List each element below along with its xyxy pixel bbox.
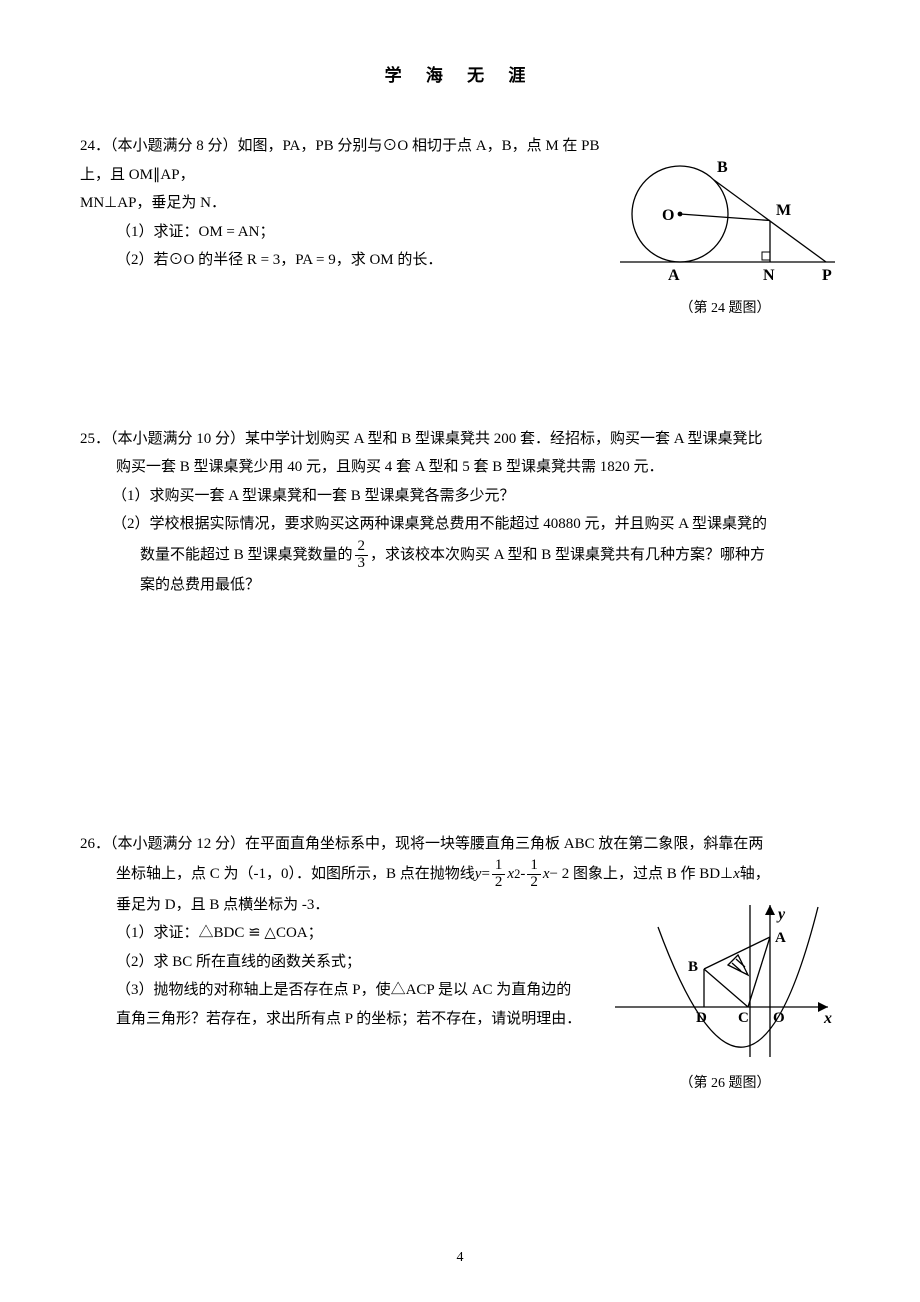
p26-stem-b-pre: 坐标轴上，点 C 为（-1，0）．如图所示，B 点在抛物线 (116, 860, 475, 889)
p25-stem: （本小题满分 10 分）某中学计划购买 A 型和 B 型课桌凳共 200 套．经… (110, 431, 763, 447)
label-A: A (668, 267, 680, 284)
label-P: P (822, 267, 832, 284)
p26-formula-x: x (543, 860, 550, 889)
problem-24: O A B M N P （第 24 题图） 24．（本小题满分 8 分）如图，P… (80, 132, 840, 323)
p26-frac1-num: 1 (492, 858, 506, 875)
label-O26: O (773, 1010, 785, 1026)
p26-frac2: 12 (527, 858, 541, 891)
p26-frac2-num: 1 (527, 858, 541, 875)
problem-25: 25．（本小题满分 10 分）某中学计划购买 A 型和 B 型课桌凳共 200 … (80, 425, 840, 600)
label-A26: A (775, 930, 786, 946)
p25-stem-l2: 购买一套 B 型课桌凳少用 40 元，且购买 4 套 A 型和 5 套 B 型课… (116, 453, 840, 482)
p26-formula-minus: - (520, 860, 525, 889)
page-number: 4 (0, 1245, 920, 1272)
problem-26: 26．（本小题满分 12 分）在平面直角坐标系中，现将一块等腰直角三角板 ABC… (80, 830, 840, 1098)
figure-24-svg: O A B M N P (610, 152, 840, 292)
p25-q1: （1）求购买一套 A 型课桌凳和一套 B 型课桌凳各需多少元？ (112, 482, 840, 511)
p26-number: 26． (80, 836, 110, 852)
page-header: 学 海 无 涯 (80, 60, 840, 92)
p26-formula-xaxis: x (733, 860, 740, 889)
p25-frac: 23 (355, 539, 369, 572)
p25-frac-den: 3 (355, 556, 369, 572)
p24-stem: （本小题满分 8 分）如图，PA，PB 分别与⊙O 相切于点 A，B，点 M 在… (80, 138, 600, 183)
label-y: y (776, 906, 786, 923)
p26-stem-b: 坐标轴上，点 C 为（-1，0）．如图所示，B 点在抛物线 y = 12 x2 … (116, 858, 840, 891)
label-D26: D (696, 1010, 707, 1026)
p26-formula-tail: − 2 图象上，过点 B 作 BD⊥ (550, 860, 734, 889)
figure-24-wrap: O A B M N P （第 24 题图） (610, 152, 840, 323)
figure-26-caption: （第 26 题图） (610, 1071, 840, 1098)
p26-frac1: 12 (492, 858, 506, 891)
p25-q2c: 案的总费用最低？ (112, 571, 840, 600)
p26-formula-x2: x (507, 860, 514, 889)
p25-number: 25． (80, 431, 110, 447)
label-M: M (776, 202, 791, 219)
label-B26: B (688, 959, 698, 975)
label-x: x (823, 1010, 832, 1027)
label-C26: C (738, 1010, 749, 1026)
p25-q2b-post: ，求该校本次购买 A 型和 B 型课桌凳共有几种方案？哪种方 (370, 541, 765, 570)
figure-24-caption: （第 24 题图） (610, 296, 840, 323)
p26-stem-a: （本小题满分 12 分）在平面直角坐标系中，现将一块等腰直角三角板 ABC 放在… (110, 836, 763, 852)
label-B: B (717, 159, 728, 176)
p25-q2b: 数量不能超过 B 型课桌凳数量的 23 ，求该校本次购买 A 型和 B 型课桌凳… (112, 539, 840, 572)
figure-26-svg: y x A B C D O (610, 897, 840, 1067)
p25-q2b-pre: 数量不能超过 B 型课桌凳数量的 (140, 541, 353, 570)
p25-q2a: （2）学校根据实际情况，要求购买这两种课桌凳总费用不能超过 40880 元，并且… (112, 510, 840, 539)
p26-frac2-den: 2 (527, 875, 541, 891)
p25-frac-num: 2 (355, 539, 369, 556)
label-N: N (763, 267, 775, 284)
p26-frac1-den: 2 (492, 875, 506, 891)
p26-formula-y: y (475, 860, 482, 889)
p26-formula-tail2: 轴， (740, 860, 770, 889)
figure-26-wrap: y x A B C D O （第 26 题图） (610, 897, 840, 1098)
p24-number: 24． (80, 138, 110, 154)
p26-formula-eq: = (481, 860, 489, 889)
label-O: O (662, 207, 674, 224)
